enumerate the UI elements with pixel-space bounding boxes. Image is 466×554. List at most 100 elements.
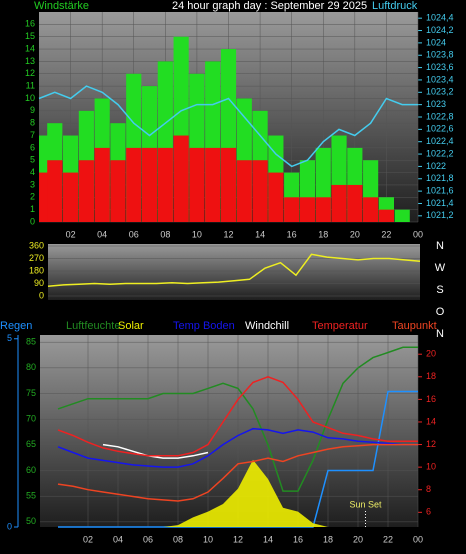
x-tick-label: 06 — [143, 534, 153, 544]
y-tick-label: 70 — [26, 414, 36, 424]
x-tick-label: 08 — [173, 534, 183, 544]
y-tick-label: 12 — [25, 68, 35, 78]
y-tick-label: 13 — [25, 56, 35, 66]
x-tick-label: 16 — [293, 534, 303, 544]
bar — [47, 160, 63, 222]
y-tick-label: 4 — [30, 167, 35, 177]
plot-area — [40, 335, 418, 527]
x-tick-label: 02 — [66, 229, 76, 239]
y2-tick-label: 1022,8 — [426, 111, 454, 121]
y2-tick-label: 1022,6 — [426, 124, 454, 134]
bar — [189, 147, 205, 222]
y-tick-label: 180 — [29, 265, 44, 275]
x-tick-label: 18 — [323, 534, 333, 544]
series-line — [57, 346, 418, 492]
y2-tick-label: 1024,2 — [426, 25, 454, 35]
x-tick-label: 18 — [318, 229, 328, 239]
y-tick-label: 60 — [26, 465, 36, 475]
y2-tick-label: 20 — [426, 349, 436, 359]
y2-tick-label: 1024,4 — [426, 13, 454, 23]
y2-tick-label: 1021,4 — [426, 198, 454, 208]
plot-area — [48, 244, 420, 300]
bar — [252, 160, 268, 222]
annotation: Sun Set — [349, 499, 382, 509]
bar — [331, 184, 347, 222]
legend-label: Solar — [118, 320, 144, 332]
y-tick-label: 0 — [30, 216, 35, 226]
x-tick-label: 08 — [160, 229, 170, 239]
y2-tick-label: 16 — [426, 394, 436, 404]
y-tick-label: 75 — [26, 388, 36, 398]
legend-label: Taupunkt — [392, 320, 437, 332]
y2-tick-label: 1024 — [426, 37, 446, 47]
bar — [347, 184, 363, 222]
direction-label: N — [436, 328, 444, 340]
bar — [63, 172, 79, 222]
legend-label: Temp Boden — [173, 320, 235, 332]
x-tick-label: 22 — [383, 534, 393, 544]
y2-tick-label: 8 — [426, 484, 431, 494]
y2-tick-label: 14 — [426, 416, 436, 426]
series-line — [47, 253, 421, 288]
chart-title: 24 hour graph day : September 29 2025 — [172, 0, 367, 12]
series-line — [57, 443, 418, 502]
y-tick-label: 15 — [25, 31, 35, 41]
y2-tick-label: 18 — [426, 371, 436, 381]
y-tick-label: 14 — [25, 43, 35, 53]
series-line — [38, 85, 418, 168]
y2-tick-label: 1023,8 — [426, 50, 454, 60]
y-tick-label: 85 — [26, 337, 36, 347]
x-tick-label: 14 — [255, 229, 265, 239]
y2-tick-label: 1023 — [426, 99, 446, 109]
y-tick-label: 360 — [29, 240, 44, 250]
y-axis-title: Windstärke — [34, 0, 89, 12]
y2-tick-label: 1021,8 — [426, 173, 454, 183]
x-tick-label: 12 — [223, 229, 233, 239]
series-line — [102, 443, 209, 459]
y2-tick-label: 6 — [426, 507, 431, 517]
x-tick-label: 06 — [129, 229, 139, 239]
bar — [94, 147, 110, 222]
series-line — [57, 427, 418, 468]
y-tick-label: 65 — [26, 439, 36, 449]
direction-label: W — [435, 262, 446, 274]
legend-label: Regen — [0, 320, 32, 332]
y2-tick-label: 10 — [426, 462, 436, 472]
x-tick-label: 00 — [413, 229, 423, 239]
y-tick-label: 3 — [30, 179, 35, 189]
series-line — [57, 375, 418, 457]
x-tick-label: 04 — [113, 534, 123, 544]
x-tick-label: 22 — [381, 229, 391, 239]
y-tick-label: 270 — [29, 253, 44, 263]
y2-tick-label: 12 — [426, 439, 436, 449]
bar — [141, 147, 158, 222]
bar — [78, 160, 94, 222]
y2-tick-label: 1023,4 — [426, 74, 454, 84]
y-tick-label: 55 — [26, 491, 36, 501]
bar — [378, 209, 394, 222]
x-tick-label: 12 — [233, 534, 243, 544]
x-tick-label: 04 — [97, 229, 107, 239]
legend-label: Temperatur — [312, 320, 368, 332]
y2-tick-label: 1021,2 — [426, 210, 454, 220]
bar — [394, 209, 410, 222]
y2-axis-title: Luftdruck — [372, 0, 418, 12]
x-tick-label: 10 — [203, 534, 213, 544]
bar — [284, 197, 300, 222]
y-tick-label: 1 — [30, 204, 35, 214]
y-tick-label: 8 — [30, 118, 35, 128]
direction-label: O — [436, 306, 445, 318]
bar — [110, 160, 126, 222]
y-tick-label: 7 — [30, 130, 35, 140]
bar — [236, 160, 252, 222]
y-tick-label: 80 — [26, 362, 36, 372]
bar — [157, 147, 173, 222]
series-area — [58, 459, 418, 527]
y-tick-label: 90 — [34, 278, 44, 288]
x-tick-label: 14 — [263, 534, 273, 544]
x-tick-label: 10 — [192, 229, 202, 239]
bar — [126, 147, 142, 222]
bar — [205, 147, 221, 222]
